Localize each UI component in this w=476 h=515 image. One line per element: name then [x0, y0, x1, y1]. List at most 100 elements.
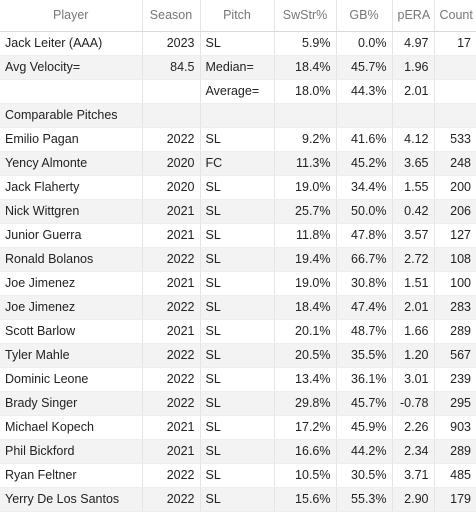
cell-season: 2020	[142, 175, 201, 200]
cell-season: 2021	[142, 223, 201, 248]
table-row: Emilio Pagan 2022 SL 9.2% 41.6% 4.12 533	[0, 127, 476, 152]
cell-player: Ryan Feltner	[0, 463, 143, 488]
cell-swstr: 17.2%	[274, 415, 337, 440]
table-row: Comparable Pitches	[0, 103, 476, 128]
cell-player: Yerry De Los Santos	[0, 487, 143, 512]
cell-gb: 66.7%	[336, 247, 393, 272]
cell-gb: 47.4%	[336, 295, 393, 320]
cell-season: 2022	[142, 463, 201, 488]
table-row: Junior Guerra 2021 SL 11.8% 47.8% 3.57 127	[0, 223, 476, 248]
cell-gb: 0.0%	[336, 31, 393, 56]
table-row: Scott Barlow 2021 SL 20.1% 48.7% 1.66 289	[0, 319, 476, 344]
cell-player: Ronald Bolanos	[0, 247, 143, 272]
cell-pera: 0.42	[392, 199, 435, 224]
cell-pera: 4.97	[392, 31, 435, 56]
cell-swstr: 5.9%	[274, 31, 337, 56]
cell-season: 2021	[142, 439, 201, 464]
cell-pitch: SL	[200, 295, 275, 320]
cell-player: Junior Guerra	[0, 223, 143, 248]
cell-player: Jack Leiter (AAA)	[0, 31, 143, 56]
cell-count: 567	[434, 343, 476, 368]
cell-pera: 3.01	[392, 367, 435, 392]
cell-count: 295	[434, 391, 476, 416]
cell-pera	[392, 103, 435, 128]
cell-season: 84.5	[142, 55, 201, 80]
cell-pera: 1.20	[392, 343, 435, 368]
cell-season: 2022	[142, 127, 201, 152]
cell-count: 127	[434, 223, 476, 248]
cell-pitch: FC	[200, 151, 275, 176]
cell-gb: 45.7%	[336, 55, 393, 80]
cell-pitch: SL	[200, 319, 275, 344]
cell-gb: 30.5%	[336, 463, 393, 488]
cell-player: Yency Almonte	[0, 151, 143, 176]
table-header: Player Season Pitch SwStr% GB% pERA Coun…	[0, 0, 476, 32]
cell-pera: 3.57	[392, 223, 435, 248]
cell-pitch: SL	[200, 367, 275, 392]
cell-player: Emilio Pagan	[0, 127, 143, 152]
table-row: Average= 18.0% 44.3% 2.01	[0, 79, 476, 104]
cell-gb: 50.0%	[336, 199, 393, 224]
cell-player: Jack Flaherty	[0, 175, 143, 200]
cell-swstr: 11.3%	[274, 151, 337, 176]
cell-pera: 2.01	[392, 295, 435, 320]
table-row: Joe Jimenez 2021 SL 19.0% 30.8% 1.51 100	[0, 271, 476, 296]
cell-count: 206	[434, 199, 476, 224]
table-row: Ronald Bolanos 2022 SL 19.4% 66.7% 2.72 108	[0, 247, 476, 272]
cell-count: 283	[434, 295, 476, 320]
cell-pitch: SL	[200, 223, 275, 248]
table-row: Joe Jimenez 2022 SL 18.4% 47.4% 2.01 283	[0, 295, 476, 320]
cell-swstr: 18.0%	[274, 79, 337, 104]
cell-count	[434, 55, 476, 80]
cell-swstr: 19.0%	[274, 271, 337, 296]
cell-count: 108	[434, 247, 476, 272]
cell-swstr: 29.8%	[274, 391, 337, 416]
cell-swstr: 16.6%	[274, 439, 337, 464]
cell-pera: 4.12	[392, 127, 435, 152]
cell-swstr: 9.2%	[274, 127, 337, 152]
cell-count: 100	[434, 271, 476, 296]
table-row: Nick Wittgren 2021 SL 25.7% 50.0% 0.42 206	[0, 199, 476, 224]
cell-pera: 3.71	[392, 463, 435, 488]
table-body: Jack Leiter (AAA) 2023 SL 5.9% 0.0% 4.97 17 Avg…	[0, 31, 476, 512]
column-header-count: Count	[434, 0, 476, 32]
cell-count: 485	[434, 463, 476, 488]
cell-season	[142, 79, 201, 104]
cell-player: Brady Singer	[0, 391, 143, 416]
table-row: Dominic Leone 2022 SL 13.4% 36.1% 3.01 239	[0, 367, 476, 392]
cell-gb: 48.7%	[336, 319, 393, 344]
cell-swstr: 13.4%	[274, 367, 337, 392]
cell-gb: 47.8%	[336, 223, 393, 248]
cell-count: 239	[434, 367, 476, 392]
cell-season: 2022	[142, 247, 201, 272]
cell-player	[0, 79, 143, 104]
cell-player: Avg Velocity=	[0, 55, 143, 80]
cell-swstr: 25.7%	[274, 199, 337, 224]
cell-pera: 3.65	[392, 151, 435, 176]
table-row: Phil Bickford 2021 SL 16.6% 44.2% 2.34 289	[0, 439, 476, 464]
cell-count: 903	[434, 415, 476, 440]
cell-count: 179	[434, 487, 476, 512]
cell-count: 248	[434, 151, 476, 176]
cell-season: 2021	[142, 199, 201, 224]
cell-count	[434, 79, 476, 104]
cell-count: 200	[434, 175, 476, 200]
cell-pitch: SL	[200, 127, 275, 152]
cell-season: 2022	[142, 343, 201, 368]
cell-swstr: 10.5%	[274, 463, 337, 488]
cell-pera: 2.34	[392, 439, 435, 464]
cell-count	[434, 103, 476, 128]
cell-pitch: SL	[200, 271, 275, 296]
cell-gb: 41.6%	[336, 127, 393, 152]
cell-pitch: SL	[200, 199, 275, 224]
cell-season: 2021	[142, 415, 201, 440]
cell-player: Nick Wittgren	[0, 199, 143, 224]
cell-pitch	[200, 103, 275, 128]
cell-player: Dominic Leone	[0, 367, 143, 392]
cell-season: 2021	[142, 319, 201, 344]
cell-pera: 2.90	[392, 487, 435, 512]
cell-pera: 1.51	[392, 271, 435, 296]
cell-gb: 30.8%	[336, 271, 393, 296]
cell-player: Scott Barlow	[0, 319, 143, 344]
